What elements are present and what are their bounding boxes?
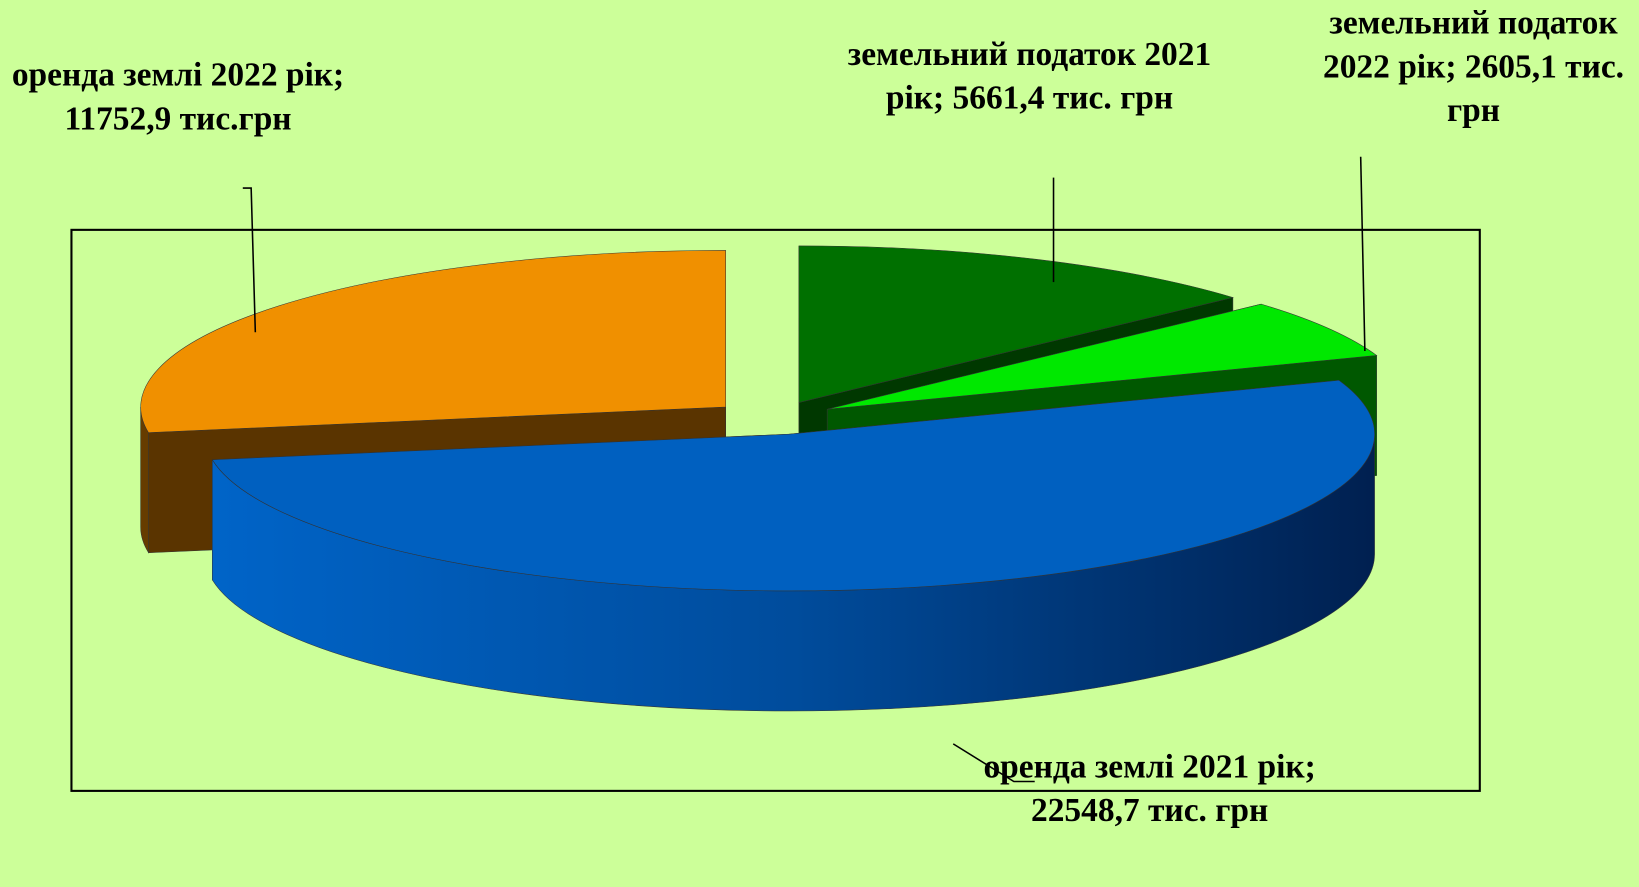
leader-lines: [242, 156, 1366, 783]
slice-top: [211, 380, 1375, 592]
slice-top: [140, 250, 726, 433]
data-label-box: оренда землі 2022 рік; 11752,9 тис.грн: [11, 55, 345, 137]
data-label-box: земельний податок 2022 рік; 2605,1 тис. …: [1322, 3, 1625, 129]
data-label: земельний податок 2021 рік; 5661,4 тис. …: [847, 34, 1212, 116]
slice-top: [798, 245, 1234, 403]
slice-top: [827, 303, 1378, 410]
data-label: земельний податок 2022 рік; 2605,1 тис. …: [1322, 3, 1625, 129]
data-label-box: оренда землі 2021 рік; 22548,7 тис. грн: [983, 747, 1316, 829]
pie-slice: [211, 380, 1375, 712]
leader-line: [242, 187, 257, 333]
data-label: оренда землі 2021 рік; 22548,7 тис. грн: [983, 747, 1316, 829]
data-label: оренда землі 2022 рік; 11752,9 тис.грн: [11, 55, 345, 137]
plot-frame: [70, 228, 1481, 792]
data-label-box: земельний податок 2021 рік; 5661,4 тис. …: [847, 34, 1212, 116]
leader-line: [1359, 156, 1366, 352]
leader-line: [952, 743, 1035, 783]
